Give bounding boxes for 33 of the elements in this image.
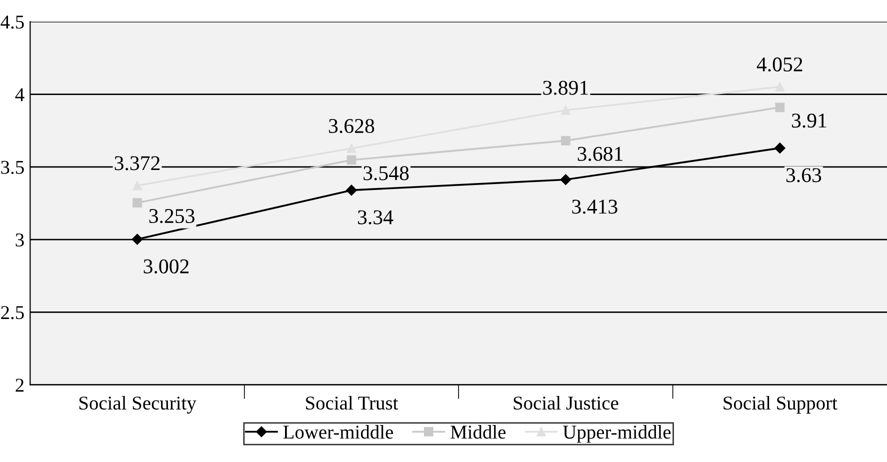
data-label: 3.891 <box>543 80 588 95</box>
point <box>775 102 785 112</box>
data-label: 3.413 <box>572 200 618 214</box>
point <box>346 155 356 165</box>
y-tick-label: 3 <box>16 233 24 247</box>
data-label: 3.548 <box>364 166 409 180</box>
data-label: 3.681 <box>578 146 622 161</box>
point <box>774 142 786 154</box>
point <box>132 234 143 245</box>
data-label: 3.63 <box>786 168 822 182</box>
data-label: 3.34 <box>358 210 394 224</box>
legend-label: Upper-middle <box>563 425 671 443</box>
point <box>132 198 142 208</box>
y-tick-label: 4.5 <box>0 16 24 29</box>
y-tick-label: 2.5 <box>1 306 24 320</box>
data-label: 3.91 <box>792 114 826 128</box>
data-label: 3.002 <box>144 259 189 274</box>
data-label: 3.372 <box>114 156 160 170</box>
data-label: 3.628 <box>329 118 374 134</box>
x-tick-label: Social Justice <box>514 396 618 410</box>
point <box>346 184 357 196</box>
x-tick-label: Social Support <box>724 396 838 414</box>
y-tick-label: 2 <box>16 378 24 392</box>
data-label: 3.253 <box>149 209 194 224</box>
legend-label: Lower-middle <box>283 425 393 439</box>
data-label: 4.052 <box>756 57 802 72</box>
x-tick-label: Social Trust <box>306 396 398 410</box>
y-tick-label: 4 <box>15 88 24 102</box>
point <box>560 174 572 186</box>
x-tick-label: Social Security <box>79 396 196 414</box>
y-tick-label: 3.5 <box>1 160 24 174</box>
point <box>561 136 570 146</box>
legend-label: Middle <box>450 425 506 439</box>
